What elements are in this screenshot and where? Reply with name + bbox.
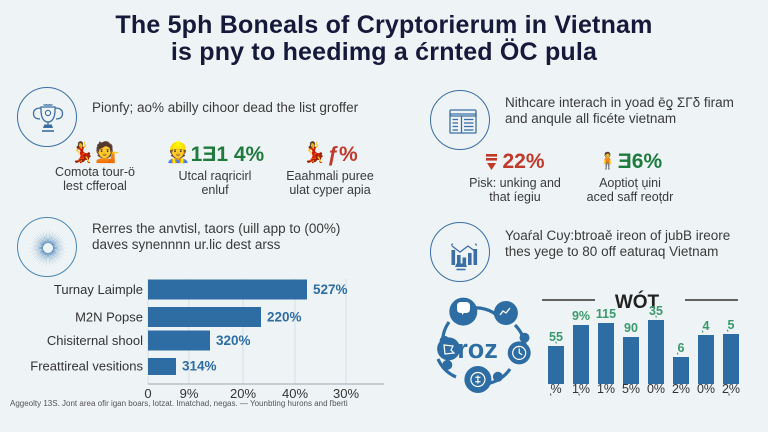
svg-text:roz: roz — [457, 334, 498, 364]
svg-text:2%: 2% — [672, 382, 690, 396]
svg-text:ͅ%: ͅ% — [549, 382, 561, 396]
svg-text:320%: 320% — [216, 333, 251, 348]
svg-text:527%: 527% — [313, 282, 348, 297]
svg-text:ͅ6: ͅ6 — [677, 341, 685, 355]
svg-text:9%: 9% — [572, 309, 590, 323]
svg-text:220%: 220% — [267, 310, 302, 325]
svg-text:1%: 1% — [597, 382, 615, 396]
svg-text:0%: 0% — [697, 382, 715, 396]
svg-text:M2N Popse: M2N Popse — [75, 310, 143, 325]
svg-text:2ͅ%: 2ͅ% — [722, 382, 740, 396]
svg-text:Turnay Laimple: Turnay Laimple — [54, 282, 143, 297]
svg-text:ͅ5: ͅ5 — [727, 318, 735, 332]
svg-text:3ͅ5: 3ͅ5 — [649, 304, 663, 318]
svg-text:0%: 0% — [647, 382, 665, 396]
svg-text:90: 90 — [624, 321, 638, 335]
svg-text:Chisiternal shool: Chisiternal shool — [47, 333, 143, 348]
svg-text:1ͅ%: 1ͅ% — [572, 382, 590, 396]
svg-text:5ͅ5: 5ͅ5 — [549, 330, 563, 344]
svg-text:ͅ4: ͅ4 — [702, 319, 710, 333]
svg-text:Freattireal vesitions: Freattireal vesitions — [30, 359, 143, 374]
svg-text:5%: 5% — [622, 382, 640, 396]
svg-text:115: 115 — [596, 307, 616, 321]
svg-text:314%: 314% — [182, 359, 217, 374]
